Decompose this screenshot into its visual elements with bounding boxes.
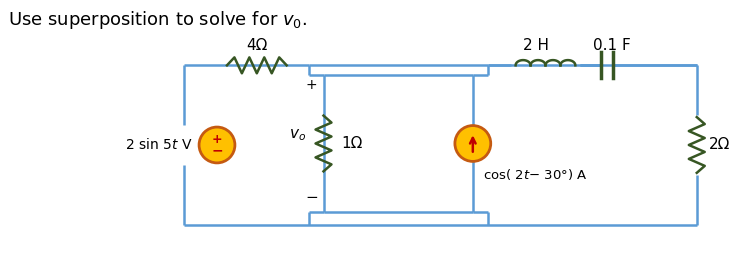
Text: 0.1 F: 0.1 F [593, 38, 631, 53]
Text: 2 sin 5$t$ V: 2 sin 5$t$ V [125, 137, 192, 153]
Circle shape [199, 127, 235, 163]
Text: $v_o$: $v_o$ [289, 128, 306, 143]
Text: cos( 2$t$− 30°) A: cos( 2$t$− 30°) A [483, 167, 587, 182]
Text: +: + [306, 78, 317, 92]
Text: 2 H: 2 H [523, 38, 548, 53]
Text: 1Ω: 1Ω [342, 136, 363, 151]
Text: Use superposition to solve for $v_0$.: Use superposition to solve for $v_0$. [8, 9, 307, 31]
Text: 4Ω: 4Ω [246, 38, 268, 53]
Text: 2Ω: 2Ω [709, 137, 730, 153]
Text: +: + [212, 132, 222, 146]
Text: −: − [211, 143, 223, 157]
Circle shape [455, 125, 490, 161]
Text: −: − [305, 190, 318, 205]
